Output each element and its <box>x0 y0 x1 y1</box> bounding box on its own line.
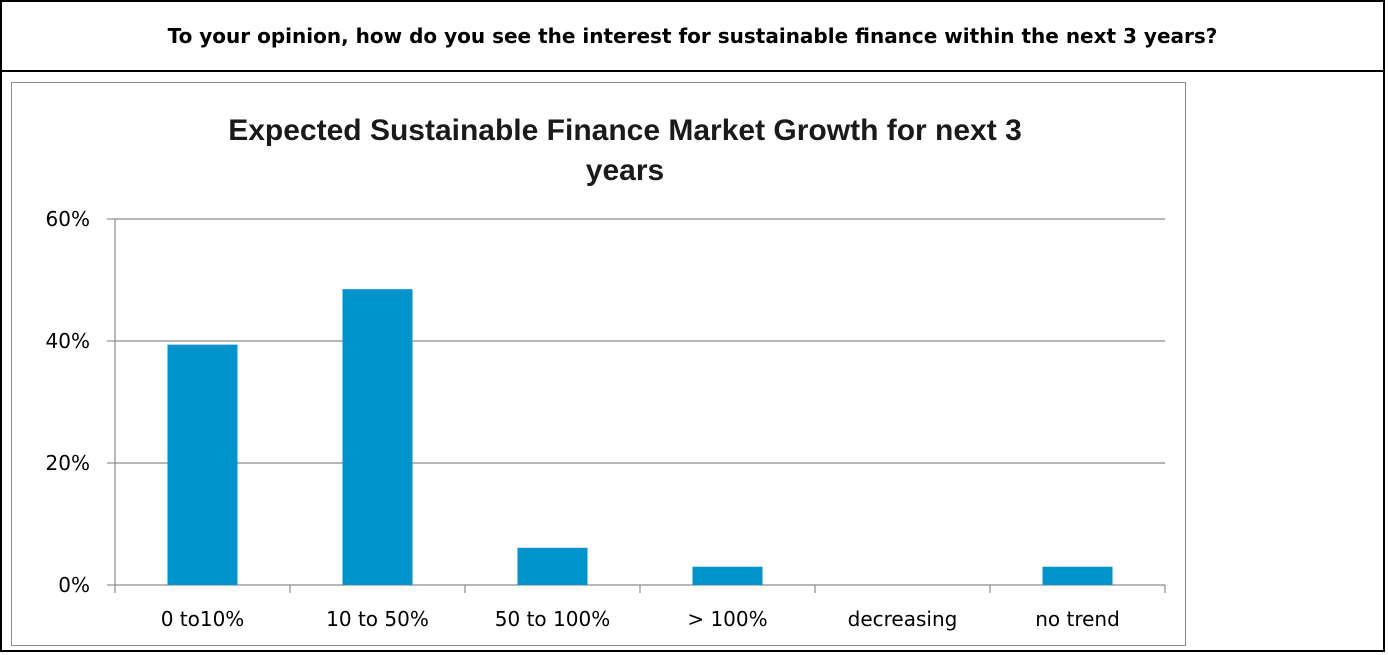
x-axis-ticks: 0 to10% 10 to 50% 50 to 100% > 100% decreasi… <box>161 607 1120 631</box>
chart-title-line-2: years <box>586 154 664 187</box>
y-tick-label: 40% <box>46 329 90 353</box>
bar <box>692 566 763 585</box>
x-tick-label: > 100% <box>687 607 767 631</box>
bars <box>167 289 1113 585</box>
chart-title-line-1: Expected Sustainable Finance Market Grow… <box>228 114 1022 147</box>
bar <box>517 547 588 585</box>
x-tick-label: 0 to10% <box>161 607 245 631</box>
x-tick-label: no trend <box>1035 607 1120 631</box>
gridlines <box>107 218 1166 593</box>
x-tick-label: decreasing <box>848 607 958 631</box>
y-axis-ticks: 0% 20% 40% 60% <box>46 207 90 597</box>
bar <box>167 344 238 585</box>
survey-question: To your opinion, how do you see the inte… <box>2 2 1383 72</box>
y-tick-label: 0% <box>58 573 90 597</box>
x-tick-label: 10 to 50% <box>326 607 429 631</box>
y-tick-label: 60% <box>46 207 90 231</box>
bar <box>1042 566 1113 585</box>
y-tick-label: 20% <box>46 451 90 475</box>
x-tick-label: 50 to 100% <box>495 607 610 631</box>
bar <box>342 289 413 585</box>
